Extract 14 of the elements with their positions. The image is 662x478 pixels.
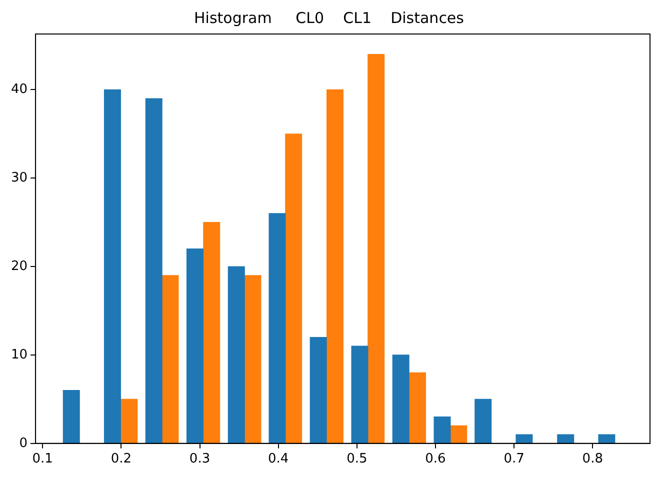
x-tick-label: 0.4 [268,452,289,467]
x-tick-label: 0.7 [504,452,524,467]
chart-title: Histogram CL0 CL1 Distances [194,8,464,27]
y-tick-label: 0 [19,436,28,451]
y-tick-label: 20 [10,258,28,274]
x-tick-label: 0.6 [425,452,446,467]
x-tick-label: 0.8 [582,452,603,467]
y-tick-label: 10 [10,347,28,362]
y-tick-label: 30 [10,170,28,186]
x-tick-label: 0.3 [189,452,210,467]
x-tick-label: 0.5 [346,452,368,467]
x-tick-label: 0.1 [32,452,53,467]
x-tick-label: 0.2 [110,452,132,467]
y-tick-label: 40 [10,82,28,98]
